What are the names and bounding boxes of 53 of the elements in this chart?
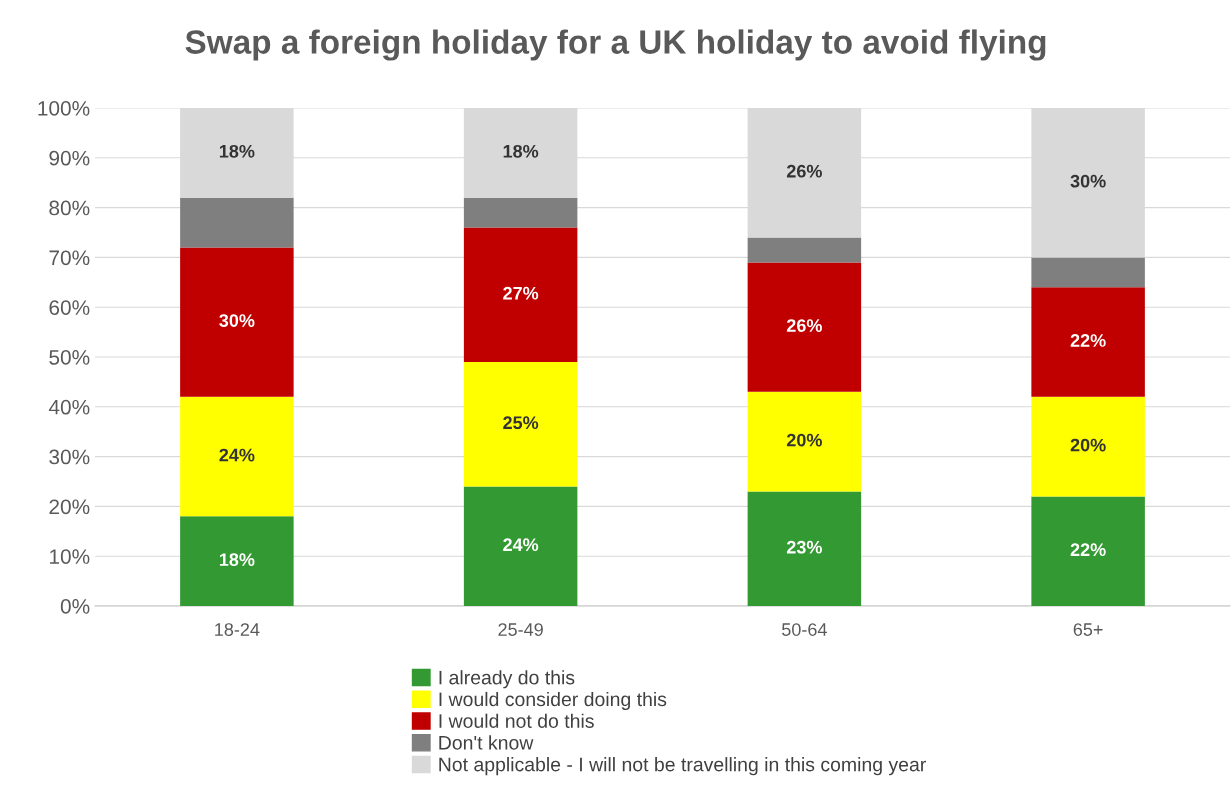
y-tick-label: 30%: [49, 449, 90, 465]
y-tick-label: 10%: [50, 549, 90, 564]
legend-label: I already do this: [439, 670, 575, 689]
y-tick-label: 80%: [49, 200, 90, 216]
bar: [463, 227, 578, 362]
data-label: 22%: [1070, 334, 1106, 347]
data-label: 18%: [219, 144, 255, 158]
data-label: 30%: [219, 314, 255, 328]
y-tick-label: 0%: [60, 599, 90, 614]
y-tick-label: 40%: [48, 399, 90, 415]
bar: [463, 197, 578, 228]
bar: [1031, 287, 1145, 397]
legend-label: I would consider doing this: [439, 691, 667, 711]
chart-title: Swap a foreign holiday for a UK holiday to avoid flying: [185, 29, 1046, 61]
bar: [747, 491, 862, 606]
bar: [180, 516, 294, 606]
data-label: 30%: [1070, 174, 1106, 188]
legend-label: I would not do this: [439, 713, 594, 728]
legend-label: Don't know: [439, 735, 534, 750]
data-label: 23%: [786, 540, 822, 554]
data-label: 18%: [503, 144, 539, 158]
bar: [463, 486, 578, 606]
data-label: 20%: [786, 433, 822, 447]
bar: [1031, 396, 1145, 497]
bar: [747, 237, 862, 263]
x-tick-label: 25-49: [498, 623, 543, 636]
bar: [180, 396, 294, 517]
y-tick-label: 100%: [38, 101, 90, 116]
y-tick-label: 90%: [49, 150, 90, 166]
data-label: 26%: [786, 319, 822, 332]
x-tick-label: 18-24: [215, 623, 260, 636]
x-tick-label: 50-64: [782, 623, 827, 636]
data-label: 22%: [1070, 543, 1106, 557]
data-label: 27%: [503, 286, 539, 300]
y-tick-label: 50%: [49, 350, 90, 365]
data-label: 18%: [219, 553, 255, 567]
bar: [1031, 496, 1145, 606]
bar: [747, 391, 862, 492]
bar: [463, 361, 578, 487]
data-label: 24%: [503, 538, 539, 552]
data-label: 24%: [219, 448, 255, 462]
y-tick-label: 20%: [49, 499, 90, 515]
legend-label: Not applicable - I will not be travelling in this coming year: [439, 757, 926, 776]
data-label: 26%: [786, 164, 822, 178]
bar: [180, 247, 294, 397]
bar: [180, 197, 294, 248]
x-tick-label: 65+: [1073, 623, 1103, 636]
data-label: 25%: [503, 416, 539, 430]
y-tick-label: 70%: [49, 250, 90, 266]
bar: [747, 262, 862, 392]
data-label: 20%: [1070, 438, 1106, 452]
y-tick-label: 60%: [49, 300, 90, 315]
bar: [1031, 257, 1145, 288]
